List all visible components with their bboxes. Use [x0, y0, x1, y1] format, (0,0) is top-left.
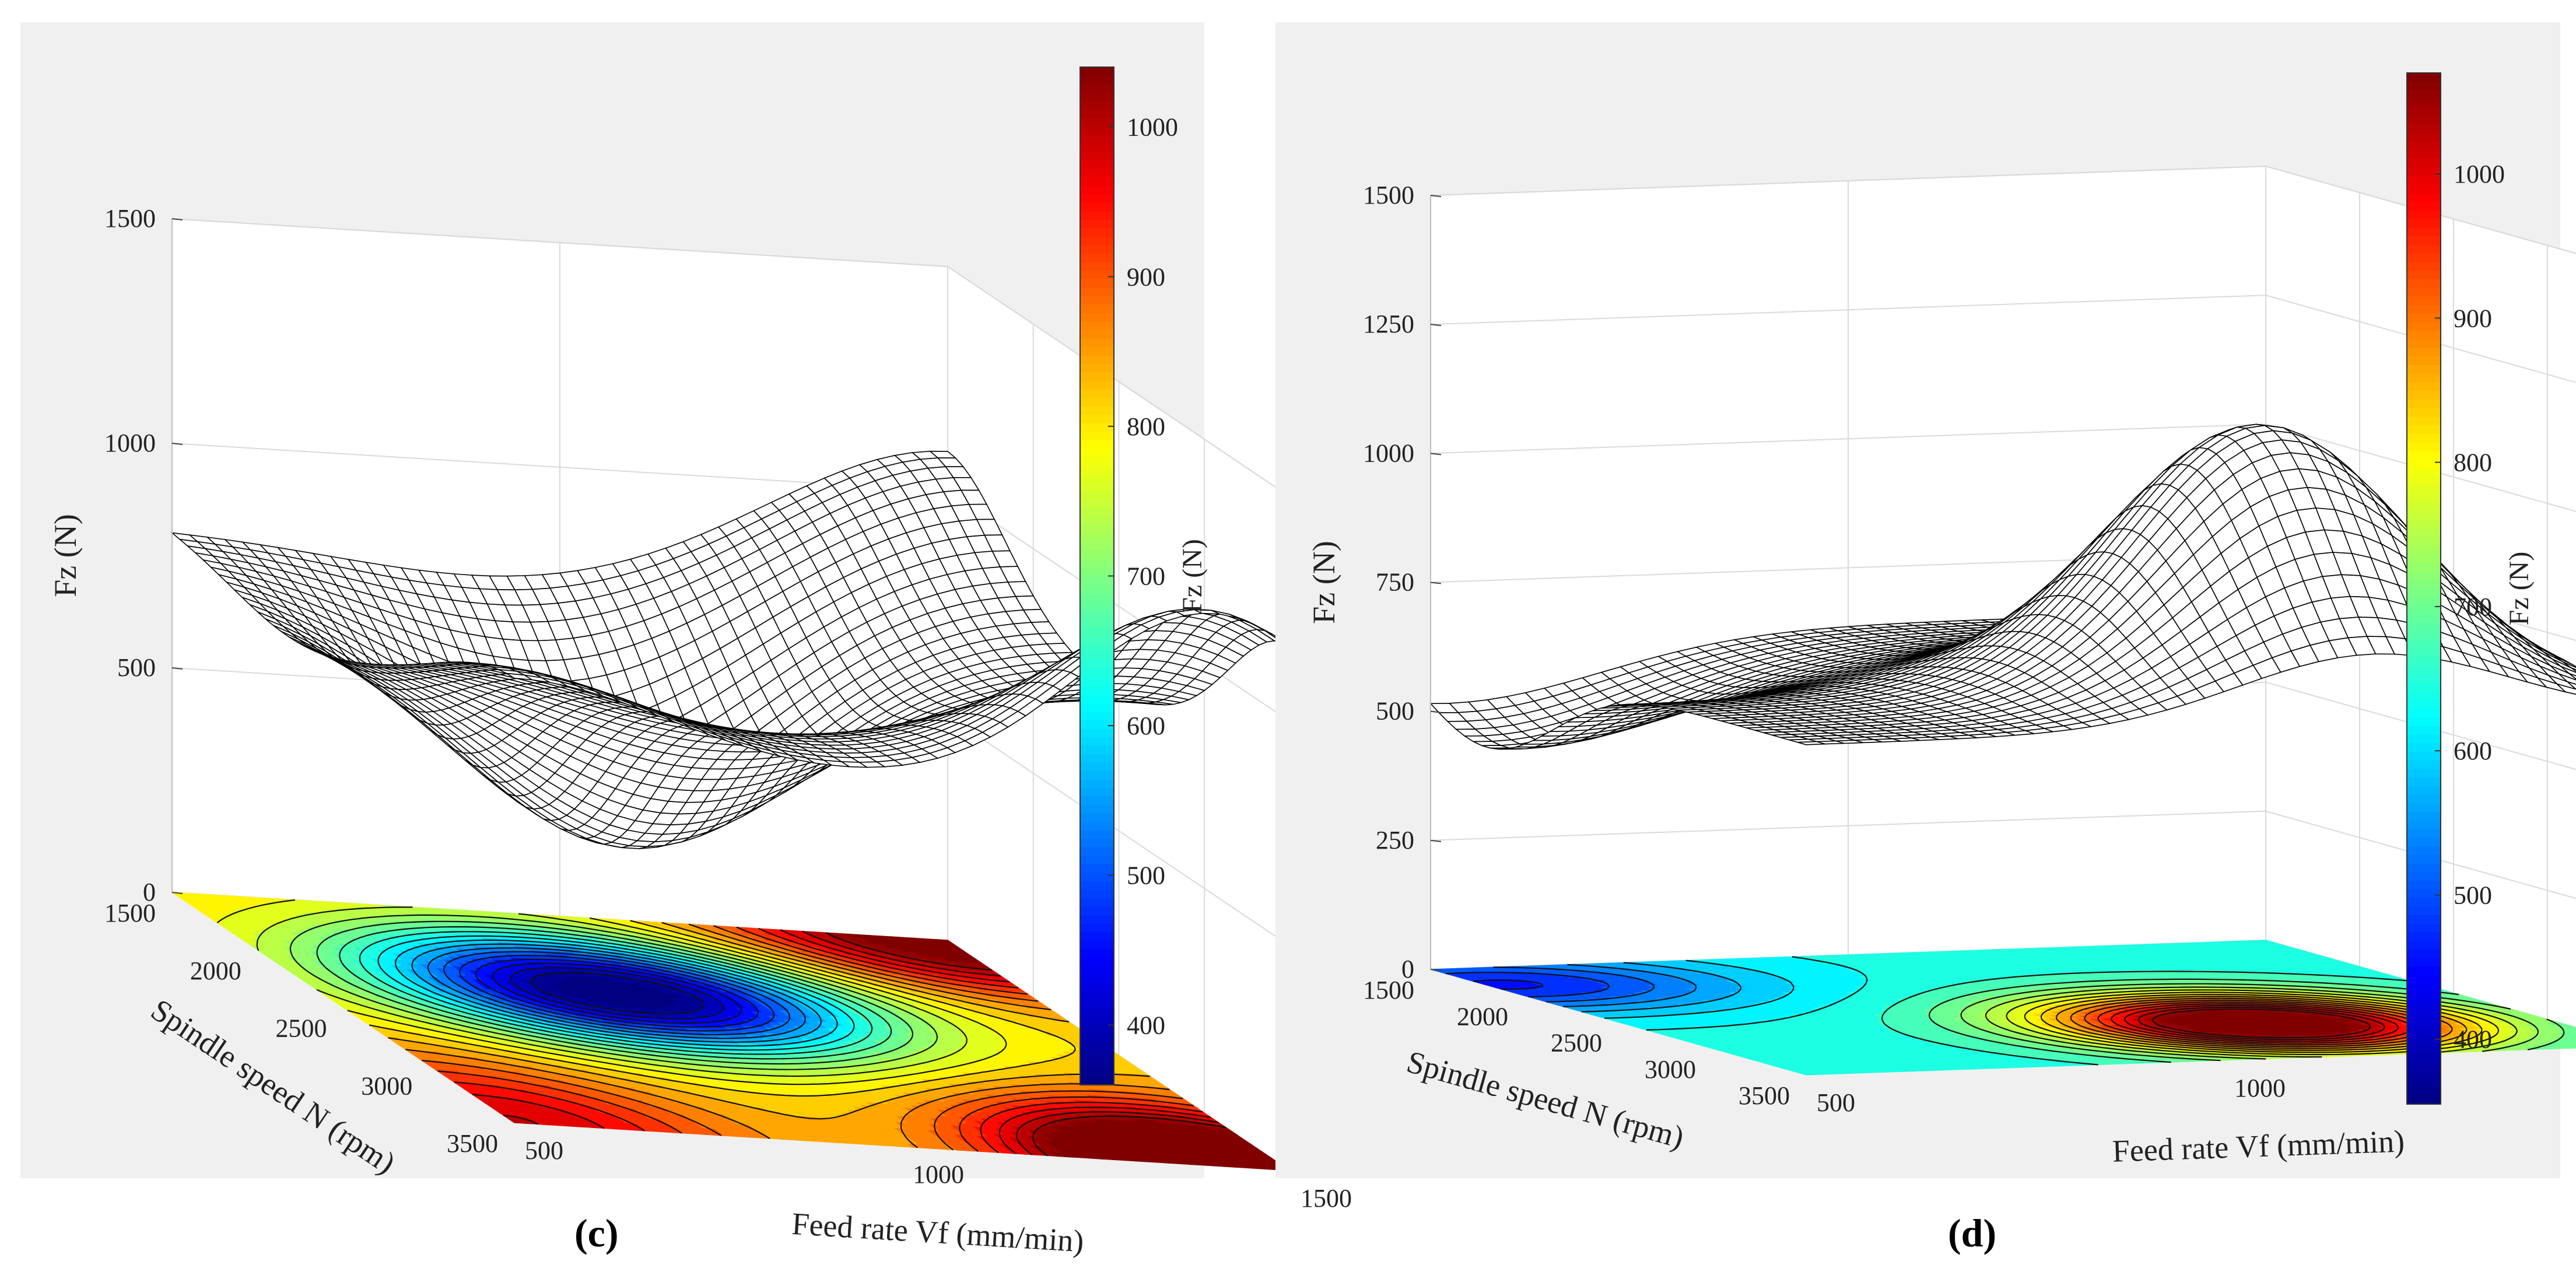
panel-c-plot: 0500100015005001000150015002000250030003…: [20, 22, 1352, 1259]
